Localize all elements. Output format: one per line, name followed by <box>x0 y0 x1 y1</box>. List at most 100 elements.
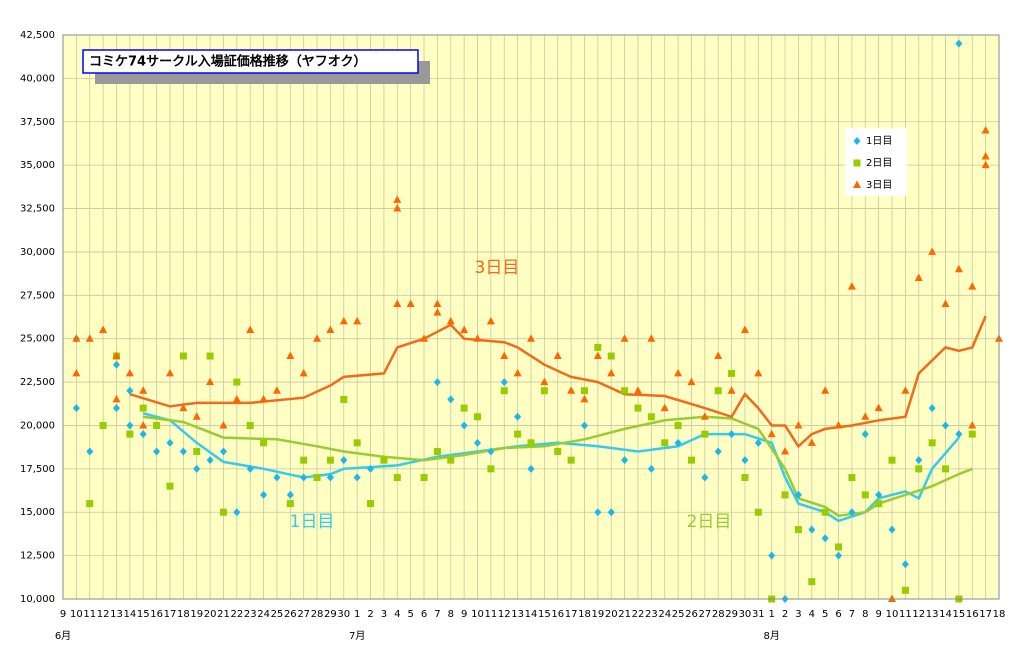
point <box>728 369 736 377</box>
x-tick-label: 31 <box>752 609 765 620</box>
y-tick-label: 15,000 <box>20 507 55 518</box>
point <box>219 447 227 456</box>
trend-lines: 1日目 2日目 3日目 <box>129 258 987 532</box>
point <box>393 195 402 203</box>
point <box>474 438 482 447</box>
point <box>300 473 308 482</box>
point <box>554 447 562 455</box>
point <box>767 429 776 438</box>
point <box>420 334 429 342</box>
point <box>72 404 80 413</box>
point <box>246 464 254 473</box>
x-tick-label: 17 <box>979 609 992 620</box>
trend-line <box>142 412 960 523</box>
point <box>661 439 669 447</box>
points <box>72 39 1003 603</box>
point <box>112 404 120 413</box>
point <box>139 420 148 429</box>
point <box>260 490 268 499</box>
month-label: 6月 <box>55 630 71 642</box>
point <box>246 421 254 429</box>
point <box>633 386 642 394</box>
point <box>126 421 134 430</box>
point <box>153 447 161 456</box>
x-tick-label: 24 <box>257 609 270 620</box>
x-tick-label: 26 <box>685 609 698 620</box>
x-tick-label: 30 <box>739 609 752 620</box>
point <box>126 386 134 395</box>
x-tick-label: 3 <box>381 609 387 620</box>
line-label: 3日目 <box>475 258 520 278</box>
month-label: 7月 <box>349 630 365 642</box>
point <box>594 508 602 517</box>
legend-label: 2日目 <box>866 158 892 169</box>
point <box>433 299 442 307</box>
point <box>687 377 696 386</box>
title-box <box>82 49 419 74</box>
point <box>486 316 495 325</box>
x-tick-label: 13 <box>110 609 123 620</box>
x-tick-label: 12 <box>97 609 110 620</box>
y-tick-label: 35,000 <box>20 160 55 171</box>
point <box>233 378 241 386</box>
point <box>914 273 923 281</box>
chart-title: コミケ74サークル入場証価格推移（ヤフオク） <box>89 54 366 70</box>
point <box>941 299 950 307</box>
point <box>166 482 174 490</box>
point <box>527 464 535 473</box>
x-tick-label: 10 <box>886 609 899 620</box>
x-tick-label: 23 <box>244 609 257 620</box>
x-tick-label: 16 <box>551 609 564 620</box>
point <box>326 325 335 334</box>
point <box>621 456 629 465</box>
point <box>901 586 909 594</box>
point <box>500 378 508 387</box>
point <box>72 368 81 377</box>
x-tick-label: 9 <box>875 609 881 620</box>
y-tick-label: 20,000 <box>20 420 55 431</box>
point <box>353 439 361 447</box>
x-tick-label: 16 <box>150 609 163 620</box>
point <box>901 386 910 394</box>
point <box>260 439 268 447</box>
point <box>206 352 214 360</box>
point <box>553 351 562 360</box>
x-tick-label: 1 <box>354 609 360 620</box>
point <box>326 473 334 482</box>
point <box>193 464 201 473</box>
point <box>861 491 869 499</box>
point <box>433 308 442 316</box>
point <box>580 387 588 395</box>
x-tick-label: 6 <box>421 609 427 620</box>
point <box>968 430 976 438</box>
point <box>781 446 790 455</box>
point <box>219 420 228 429</box>
point <box>888 594 897 602</box>
y-tick-label: 25,000 <box>20 334 55 345</box>
point <box>888 456 896 464</box>
point <box>714 351 723 360</box>
point <box>567 386 576 394</box>
point <box>835 551 843 560</box>
axes: 10,000 12,500 15,000 17,500 20,000 22,500 25,0… <box>20 30 1005 642</box>
x-tick-label: 12 <box>912 609 925 620</box>
point <box>728 430 736 439</box>
point <box>353 473 361 482</box>
x-tick-label: 17 <box>164 609 177 620</box>
point <box>674 421 682 429</box>
point <box>647 464 655 473</box>
point <box>754 508 762 516</box>
point <box>153 421 161 429</box>
x-tick-label: 2 <box>367 609 373 620</box>
point <box>955 39 963 48</box>
point <box>433 447 441 455</box>
x-tick-label: 5 <box>822 609 828 620</box>
point <box>621 387 629 395</box>
point <box>647 413 655 421</box>
y-tick-label: 37,500 <box>20 117 55 128</box>
point <box>473 334 482 342</box>
point <box>740 325 749 334</box>
point <box>99 325 108 334</box>
point <box>340 395 348 403</box>
